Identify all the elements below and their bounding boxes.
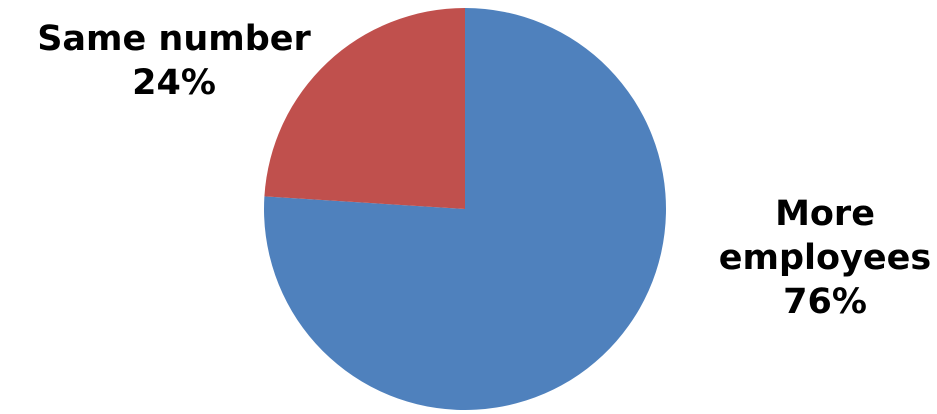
pie-labels: More employees 76% Same number 24% (37, 19, 931, 322)
pie-label-line: employees (719, 238, 931, 278)
pie-label-line: 24% (132, 63, 216, 103)
pie-label-same-number: Same number 24% (37, 19, 311, 103)
pie-label-line: 76% (783, 282, 867, 322)
pie-label-line: Same number (37, 19, 311, 59)
pie-slices (264, 8, 667, 410)
pie-slice-more-employees (264, 8, 667, 410)
pie-label-line: More (775, 194, 875, 234)
pie-slice-same-number (264, 8, 465, 209)
pie-label-more-employees: More employees 76% (719, 194, 931, 322)
